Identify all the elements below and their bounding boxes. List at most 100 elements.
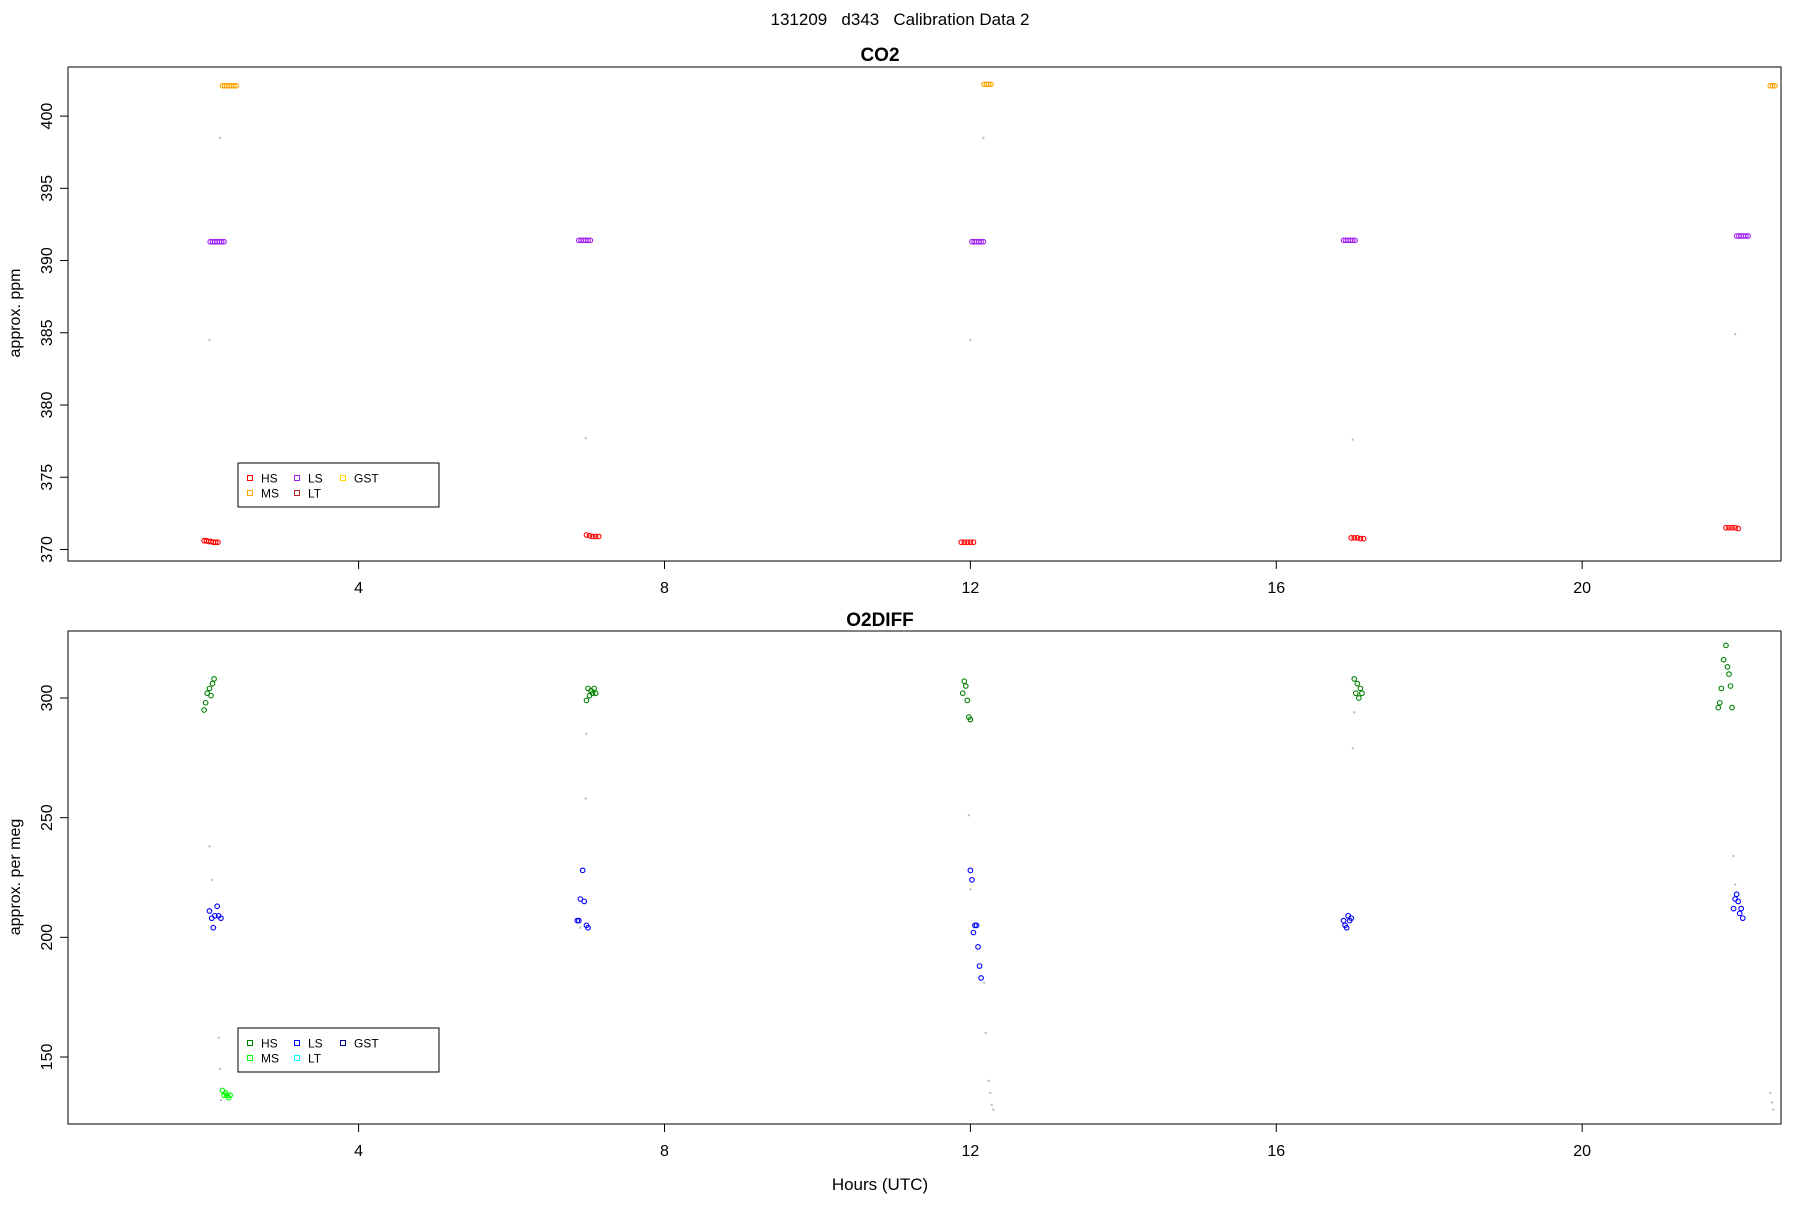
data-point-ls xyxy=(1733,891,1740,898)
data-point-hs xyxy=(1357,535,1364,542)
data-point-hs xyxy=(964,697,971,704)
data-point-ls xyxy=(581,898,588,905)
data-point-transition xyxy=(989,1091,992,1095)
data-point-hs xyxy=(1723,524,1729,531)
data-point-hs xyxy=(964,539,971,546)
legend-label-ls: LS xyxy=(308,1037,323,1051)
data-point-hs xyxy=(202,699,209,706)
y-tick-label-co2: 385 xyxy=(39,319,56,346)
data-point-hs xyxy=(589,690,596,697)
data-point-hs xyxy=(1729,704,1735,711)
x-axis-label: Hours (UTC) xyxy=(832,1175,928,1194)
data-point-ls xyxy=(587,237,594,244)
data-point-ls xyxy=(980,238,987,245)
series-co2-ls xyxy=(207,233,1751,245)
legend-marker-lt xyxy=(294,490,300,496)
series-co2-ms xyxy=(219,81,1778,89)
data-point-transition xyxy=(1353,711,1356,714)
data-point-ls xyxy=(1343,924,1350,931)
data-point-ls xyxy=(1730,905,1737,912)
legend-marker-hs xyxy=(247,1040,253,1046)
data-point-hs xyxy=(592,533,599,540)
panel-co2-title: CO2 xyxy=(860,45,899,66)
data-point-hs xyxy=(583,532,590,538)
series-co2-hs xyxy=(201,524,1742,546)
data-point-transition xyxy=(585,732,588,736)
data-point-hs xyxy=(591,685,597,692)
x-tick-label-co2: 12 xyxy=(961,580,979,597)
data-point-hs xyxy=(1356,695,1362,701)
data-point-transition xyxy=(987,1079,990,1083)
data-point-hs xyxy=(1348,535,1355,541)
panel-o2diff: O2DIFF approx. per meg 4 8 12 16 20 150 200 250… xyxy=(7,610,1782,1160)
legend-box-o2diff xyxy=(237,1027,440,1073)
data-point-hs xyxy=(970,539,977,546)
data-point-transition xyxy=(984,1031,987,1035)
data-point-transition xyxy=(990,1103,993,1107)
data-point-transition xyxy=(1733,333,1737,336)
data-point-transition xyxy=(1769,1091,1772,1095)
x-tick-label-o2diff: 16 xyxy=(1267,1143,1285,1160)
data-point-hs xyxy=(1360,535,1367,542)
legend-marker-ls xyxy=(294,1040,300,1046)
data-point-hs xyxy=(962,683,969,689)
data-point-transition xyxy=(218,136,222,139)
data-point-hs xyxy=(1727,683,1734,689)
data-point-transition xyxy=(1351,438,1354,441)
y-tick-label-co2: 395 xyxy=(39,175,56,202)
x-tick-label-co2: 20 xyxy=(1573,580,1591,597)
data-point-hs xyxy=(1359,690,1365,697)
data-point-ls xyxy=(218,915,224,922)
y-tick-label-o2diff: 300 xyxy=(39,685,56,712)
legend-label-gst: GST xyxy=(354,472,379,486)
data-point-hs xyxy=(1726,671,1732,677)
legend-marker-hs xyxy=(247,475,253,481)
data-point-ls xyxy=(967,867,974,874)
y-tick-label-co2: 400 xyxy=(39,103,56,130)
data-point-hs xyxy=(212,539,219,546)
plot-frame-o2diff xyxy=(67,630,1782,1125)
data-point-hs xyxy=(967,716,974,723)
y-tick-label-o2diff: 150 xyxy=(39,1044,56,1071)
data-point-transition xyxy=(1772,1108,1775,1111)
data-point-transition xyxy=(982,136,985,139)
data-point-transition xyxy=(208,845,211,848)
data-point-hs xyxy=(1724,664,1731,670)
data-point-ls xyxy=(1742,233,1749,239)
legend-label-ms: MS xyxy=(261,487,279,501)
data-point-ls xyxy=(1738,905,1745,912)
legend-marker-gst xyxy=(340,475,346,481)
data-point-transition xyxy=(1351,747,1354,750)
data-point-hs xyxy=(1729,524,1735,531)
data-point-hs xyxy=(1351,535,1358,541)
series-o2diff-ms xyxy=(219,1087,233,1101)
data-point-ms xyxy=(1772,82,1778,89)
x-tick-label-o2diff: 4 xyxy=(354,1143,363,1160)
figure-title: 131209 d343 Calibration Data 2 xyxy=(770,10,1030,29)
legend-label-gst: GST xyxy=(354,1037,379,1051)
data-point-hs xyxy=(206,685,213,692)
data-point-ls xyxy=(585,237,591,244)
data-point-ls xyxy=(978,975,984,981)
legend-label-hs: HS xyxy=(261,472,278,486)
data-point-hs xyxy=(961,539,968,546)
data-point-transition xyxy=(1770,1101,1774,1104)
data-point-ls xyxy=(1735,898,1742,905)
legend-label-ls: LS xyxy=(308,472,323,486)
panel-o2diff-title: O2DIFF xyxy=(846,610,914,631)
data-point-hs xyxy=(1723,642,1729,649)
x-tick-label-o2diff: 12 xyxy=(961,1143,979,1160)
data-point-transition xyxy=(579,926,582,929)
data-point-hs xyxy=(1357,685,1364,692)
legend-marker-ls xyxy=(294,475,300,481)
data-point-hs xyxy=(961,678,968,685)
legend-label-lt: LT xyxy=(308,487,322,501)
x-tick-label-o2diff: 20 xyxy=(1573,1143,1591,1160)
x-tick-label-co2: 16 xyxy=(1267,580,1285,597)
panel-co2: CO2 approx. ppm 4 8 12 16 20 370 375 380 385 390 3… xyxy=(7,45,1782,597)
y-tick-label-co2: 390 xyxy=(39,247,56,274)
data-point-ms xyxy=(233,82,240,89)
data-point-hs xyxy=(208,692,214,699)
